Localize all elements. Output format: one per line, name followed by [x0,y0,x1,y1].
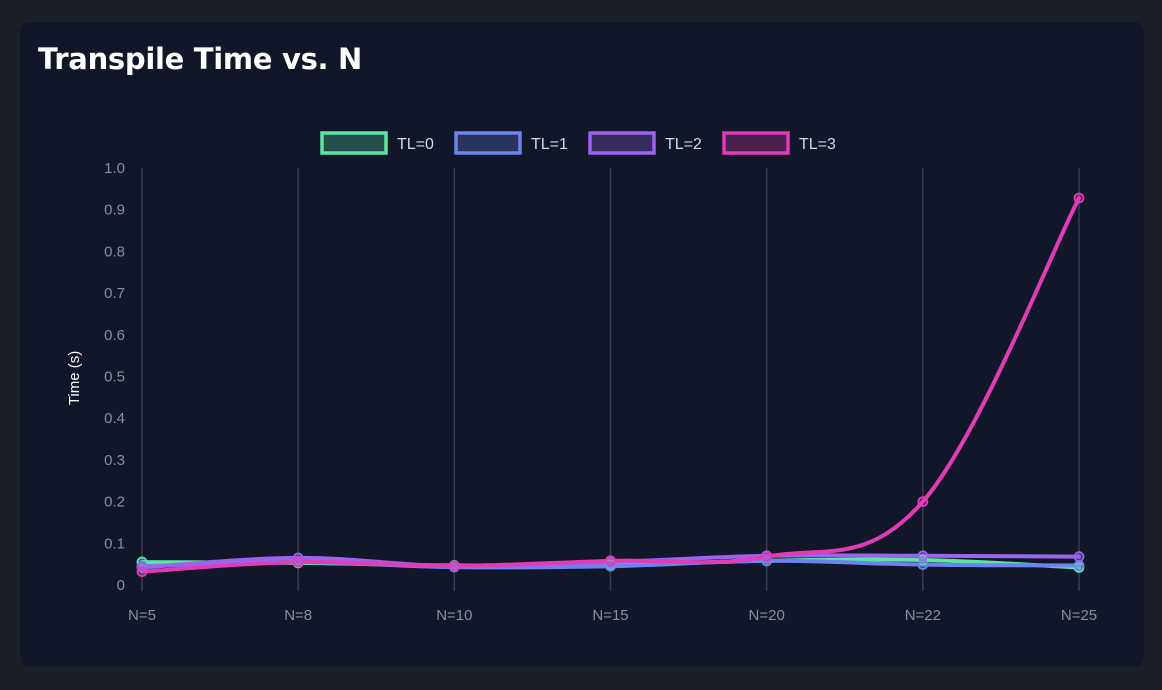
x-tick-label: N=25 [1061,607,1097,624]
data-point-tl3-n15[interactable] [605,555,616,567]
y-tick-label: 0.9 [104,202,125,219]
legend-swatch [588,131,656,155]
grid-lines [141,168,1080,591]
data-point-tl3-n22[interactable] [917,496,929,508]
legend-item-tl1[interactable]: TL=1 [454,131,568,155]
legend-swatch [722,131,790,155]
legend-item-tl2[interactable]: TL=2 [588,131,702,155]
legend-label: TL=2 [665,136,702,153]
series-points [136,192,1085,578]
x-tick-label: N=22 [905,607,941,624]
y-tick-label: 0.2 [104,494,125,511]
y-tick-label: 0.4 [104,410,125,427]
x-axis-ticks: N=5 N=8 N=10 N=15 N=20 N=22 N=25 [128,607,1097,624]
y-tick-label: 0.1 [104,535,125,552]
data-point-tl1-n25[interactable] [1073,560,1085,571]
y-tick-label: 0.6 [104,327,125,344]
data-point-tl3-n8[interactable] [292,556,304,568]
legend-label: TL=0 [397,136,434,153]
y-tick-label: 0.7 [104,285,125,302]
y-tick-label: 0.5 [104,369,125,386]
data-point-tl2-n22[interactable] [917,550,929,562]
x-tick-label: N=8 [284,607,312,624]
legend-item-tl0[interactable]: TL=0 [320,131,434,155]
legend-item-tl3[interactable]: TL=3 [722,131,836,155]
legend-swatch [454,131,522,155]
y-axis-ticks: 0 0.1 0.2 0.3 0.4 0.5 0.6 0.7 0.8 0.9 1.0 [104,160,125,594]
y-tick-label: 0.3 [104,452,125,469]
y-tick-label: 1.0 [104,160,125,177]
data-point-tl1-n22[interactable] [917,559,929,570]
legend-label: TL=1 [531,136,568,153]
x-tick-label: N=15 [592,607,628,624]
legend-swatch [320,131,388,155]
chart-title: Transpile Time vs. N [38,42,363,76]
data-point-tl2-n25[interactable] [1073,551,1085,563]
x-tick-label: N=5 [128,607,156,624]
data-point-tl3-n5[interactable] [136,566,148,578]
chart-legend: TL=0 TL=1 TL=2 TL=3 [320,131,836,155]
y-tick-label: 0 [117,577,125,594]
x-tick-label: N=20 [749,607,785,624]
data-point-tl3-n10[interactable] [448,560,460,572]
data-point-tl3-n20[interactable] [761,551,773,563]
legend-label: TL=3 [799,136,836,153]
y-tick-label: 0.8 [104,243,125,260]
y-axis-label: Time (s) [66,351,83,405]
data-point-tl3-n25[interactable] [1073,192,1085,204]
x-tick-label: N=10 [436,607,472,624]
